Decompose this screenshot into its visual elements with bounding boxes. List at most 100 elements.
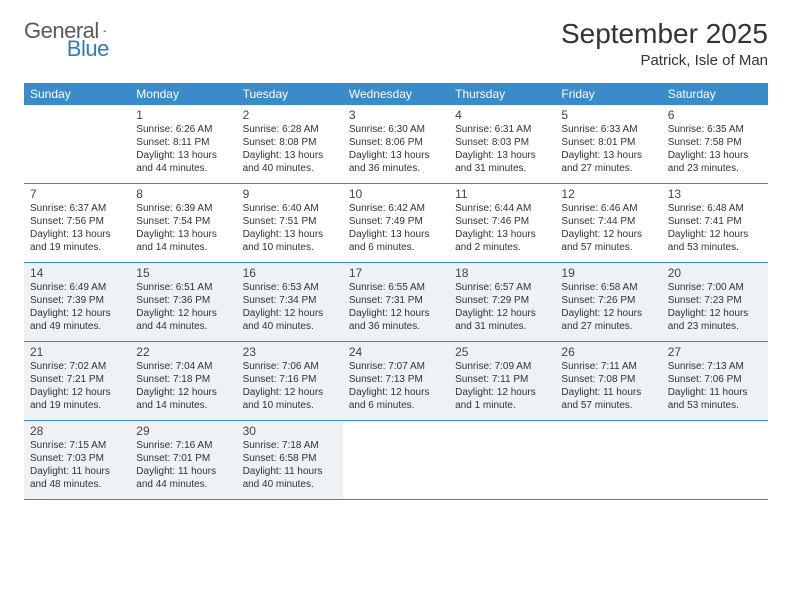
sunset-text: Sunset: 7:29 PM	[455, 294, 549, 307]
daylight-text: Daylight: 12 hours and 57 minutes.	[561, 228, 655, 254]
sunrise-text: Sunrise: 7:15 AM	[30, 439, 124, 452]
sunset-text: Sunset: 7:36 PM	[136, 294, 230, 307]
daylight-text: Daylight: 11 hours and 48 minutes.	[30, 465, 124, 491]
day-cell: 5Sunrise: 6:33 AMSunset: 8:01 PMDaylight…	[555, 105, 661, 183]
sunset-text: Sunset: 7:26 PM	[561, 294, 655, 307]
sunrise-text: Sunrise: 6:40 AM	[243, 202, 337, 215]
sunset-text: Sunset: 7:41 PM	[668, 215, 762, 228]
dow-cell: Sunday	[24, 83, 130, 105]
sunset-text: Sunset: 7:31 PM	[349, 294, 443, 307]
sunset-text: Sunset: 7:01 PM	[136, 452, 230, 465]
day-cell: 11Sunrise: 6:44 AMSunset: 7:46 PMDayligh…	[449, 184, 555, 262]
day-number: 29	[136, 424, 230, 438]
day-number: 7	[30, 187, 124, 201]
sunrise-text: Sunrise: 6:57 AM	[455, 281, 549, 294]
day-number: 3	[349, 108, 443, 122]
weeks-container: 1Sunrise: 6:26 AMSunset: 8:11 PMDaylight…	[24, 105, 768, 500]
sunrise-text: Sunrise: 6:44 AM	[455, 202, 549, 215]
daylight-text: Daylight: 12 hours and 40 minutes.	[243, 307, 337, 333]
day-number: 25	[455, 345, 549, 359]
sunrise-text: Sunrise: 7:04 AM	[136, 360, 230, 373]
day-number: 30	[243, 424, 337, 438]
sunrise-text: Sunrise: 6:51 AM	[136, 281, 230, 294]
calendar-page: General Blue September 2025 Patrick, Isl…	[0, 0, 792, 518]
day-cell: 29Sunrise: 7:16 AMSunset: 7:01 PMDayligh…	[130, 421, 236, 499]
day-cell: 15Sunrise: 6:51 AMSunset: 7:36 PMDayligh…	[130, 263, 236, 341]
sunrise-text: Sunrise: 6:58 AM	[561, 281, 655, 294]
daylight-text: Daylight: 13 hours and 2 minutes.	[455, 228, 549, 254]
dow-cell: Saturday	[662, 83, 768, 105]
daylight-text: Daylight: 13 hours and 10 minutes.	[243, 228, 337, 254]
day-cell: 24Sunrise: 7:07 AMSunset: 7:13 PMDayligh…	[343, 342, 449, 420]
daylight-text: Daylight: 13 hours and 40 minutes.	[243, 149, 337, 175]
day-cell	[555, 421, 661, 499]
day-cell: 19Sunrise: 6:58 AMSunset: 7:26 PMDayligh…	[555, 263, 661, 341]
daylight-text: Daylight: 12 hours and 23 minutes.	[668, 307, 762, 333]
sunrise-text: Sunrise: 7:00 AM	[668, 281, 762, 294]
sunrise-text: Sunrise: 7:18 AM	[243, 439, 337, 452]
sunrise-text: Sunrise: 6:55 AM	[349, 281, 443, 294]
daylight-text: Daylight: 13 hours and 14 minutes.	[136, 228, 230, 254]
sunset-text: Sunset: 7:49 PM	[349, 215, 443, 228]
sunset-text: Sunset: 7:46 PM	[455, 215, 549, 228]
day-number: 5	[561, 108, 655, 122]
sunrise-text: Sunrise: 6:26 AM	[136, 123, 230, 136]
day-number: 8	[136, 187, 230, 201]
daylight-text: Daylight: 12 hours and 19 minutes.	[30, 386, 124, 412]
sunrise-text: Sunrise: 6:53 AM	[243, 281, 337, 294]
day-of-week-header: SundayMondayTuesdayWednesdayThursdayFrid…	[24, 83, 768, 105]
daylight-text: Daylight: 11 hours and 44 minutes.	[136, 465, 230, 491]
sunset-text: Sunset: 8:11 PM	[136, 136, 230, 149]
sunrise-text: Sunrise: 7:09 AM	[455, 360, 549, 373]
dow-cell: Friday	[555, 83, 661, 105]
day-number: 18	[455, 266, 549, 280]
sunset-text: Sunset: 7:51 PM	[243, 215, 337, 228]
sunset-text: Sunset: 6:58 PM	[243, 452, 337, 465]
daylight-text: Daylight: 13 hours and 6 minutes.	[349, 228, 443, 254]
day-number: 19	[561, 266, 655, 280]
day-cell: 20Sunrise: 7:00 AMSunset: 7:23 PMDayligh…	[662, 263, 768, 341]
dow-cell: Thursday	[449, 83, 555, 105]
day-cell: 3Sunrise: 6:30 AMSunset: 8:06 PMDaylight…	[343, 105, 449, 183]
day-cell: 26Sunrise: 7:11 AMSunset: 7:08 PMDayligh…	[555, 342, 661, 420]
sunset-text: Sunset: 7:23 PM	[668, 294, 762, 307]
day-cell: 8Sunrise: 6:39 AMSunset: 7:54 PMDaylight…	[130, 184, 236, 262]
day-number: 16	[243, 266, 337, 280]
calendar-grid: SundayMondayTuesdayWednesdayThursdayFrid…	[24, 83, 768, 500]
day-number: 22	[136, 345, 230, 359]
day-cell	[449, 421, 555, 499]
day-cell: 17Sunrise: 6:55 AMSunset: 7:31 PMDayligh…	[343, 263, 449, 341]
sunrise-text: Sunrise: 6:28 AM	[243, 123, 337, 136]
week-row: 7Sunrise: 6:37 AMSunset: 7:56 PMDaylight…	[24, 184, 768, 263]
daylight-text: Daylight: 12 hours and 36 minutes.	[349, 307, 443, 333]
week-row: 14Sunrise: 6:49 AMSunset: 7:39 PMDayligh…	[24, 263, 768, 342]
day-cell: 4Sunrise: 6:31 AMSunset: 8:03 PMDaylight…	[449, 105, 555, 183]
daylight-text: Daylight: 11 hours and 53 minutes.	[668, 386, 762, 412]
daylight-text: Daylight: 12 hours and 10 minutes.	[243, 386, 337, 412]
sunset-text: Sunset: 7:13 PM	[349, 373, 443, 386]
sunset-text: Sunset: 8:01 PM	[561, 136, 655, 149]
sunset-text: Sunset: 7:03 PM	[30, 452, 124, 465]
month-title: September 2025	[561, 18, 768, 50]
sunrise-text: Sunrise: 6:46 AM	[561, 202, 655, 215]
day-number: 13	[668, 187, 762, 201]
sunset-text: Sunset: 7:58 PM	[668, 136, 762, 149]
day-number: 11	[455, 187, 549, 201]
day-number: 14	[30, 266, 124, 280]
sunset-text: Sunset: 7:11 PM	[455, 373, 549, 386]
day-cell: 18Sunrise: 6:57 AMSunset: 7:29 PMDayligh…	[449, 263, 555, 341]
logo: General Blue	[24, 18, 175, 44]
daylight-text: Daylight: 11 hours and 57 minutes.	[561, 386, 655, 412]
daylight-text: Daylight: 12 hours and 27 minutes.	[561, 307, 655, 333]
day-number: 9	[243, 187, 337, 201]
sunrise-text: Sunrise: 7:16 AM	[136, 439, 230, 452]
header: General Blue September 2025 Patrick, Isl…	[24, 18, 768, 69]
day-cell: 13Sunrise: 6:48 AMSunset: 7:41 PMDayligh…	[662, 184, 768, 262]
week-row: 21Sunrise: 7:02 AMSunset: 7:21 PMDayligh…	[24, 342, 768, 421]
day-cell: 7Sunrise: 6:37 AMSunset: 7:56 PMDaylight…	[24, 184, 130, 262]
day-cell: 12Sunrise: 6:46 AMSunset: 7:44 PMDayligh…	[555, 184, 661, 262]
sunrise-text: Sunrise: 6:31 AM	[455, 123, 549, 136]
day-number: 6	[668, 108, 762, 122]
sunrise-text: Sunrise: 7:11 AM	[561, 360, 655, 373]
day-cell: 25Sunrise: 7:09 AMSunset: 7:11 PMDayligh…	[449, 342, 555, 420]
